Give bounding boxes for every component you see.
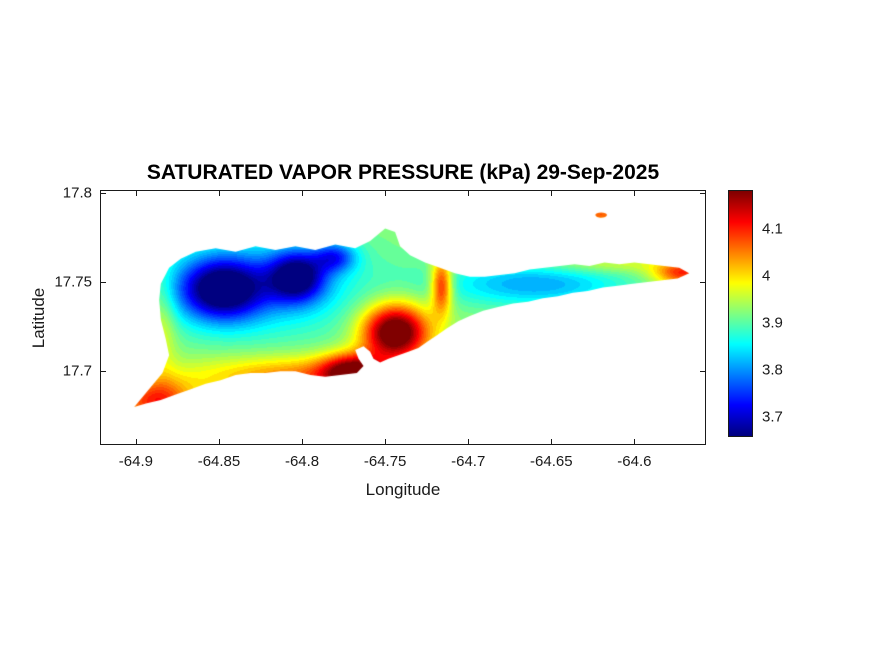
x-tick-mark bbox=[634, 191, 636, 196]
y-tick-mark bbox=[101, 192, 106, 194]
x-tick-label: -64.85 bbox=[197, 453, 241, 470]
colorbar-gradient-canvas bbox=[729, 191, 752, 436]
x-tick-mark bbox=[551, 439, 553, 444]
x-tick-mark bbox=[135, 191, 137, 196]
x-tick-label: -64.6 bbox=[617, 453, 652, 470]
colorbar-tick-label: 4 bbox=[762, 267, 771, 285]
x-tick-mark bbox=[218, 439, 220, 444]
x-tick-mark bbox=[385, 191, 387, 196]
colorbar-tick-label: 3.7 bbox=[762, 408, 783, 426]
y-tick-mark bbox=[101, 282, 106, 284]
x-tick-mark bbox=[634, 439, 636, 444]
x-tick-label: -64.9 bbox=[118, 453, 153, 470]
chart-title: SATURATED VAPOR PRESSURE (kPa) 29-Sep-20… bbox=[146, 161, 660, 184]
y-tick-label: 17.8 bbox=[62, 184, 92, 202]
x-tick-mark bbox=[302, 439, 304, 444]
colorbar-tick-label: 4.1 bbox=[762, 220, 783, 238]
x-tick-mark bbox=[551, 191, 553, 196]
x-tick-mark bbox=[468, 439, 470, 444]
y-tick-mark bbox=[700, 371, 705, 373]
heatmap-canvas bbox=[101, 191, 705, 444]
y-tick-label: 17.7 bbox=[62, 362, 92, 380]
x-tick-label: -64.65 bbox=[530, 453, 573, 470]
plot-area bbox=[100, 190, 706, 445]
colorbar-tick-label: 3.8 bbox=[762, 361, 783, 379]
x-tick-label: -64.7 bbox=[451, 453, 486, 470]
x-tick-mark bbox=[135, 439, 137, 444]
x-tick-mark bbox=[302, 191, 304, 196]
y-tick-label: 17.75 bbox=[54, 273, 92, 291]
y-tick-mark bbox=[101, 371, 106, 373]
x-tick-mark bbox=[218, 191, 220, 196]
x-tick-label: -64.8 bbox=[284, 453, 320, 470]
x-axis-label: Longitude bbox=[365, 480, 441, 499]
x-tick-label: -64.75 bbox=[363, 453, 407, 470]
x-tick-mark bbox=[385, 439, 387, 444]
colorbar-tick-label: 3.9 bbox=[762, 314, 783, 332]
y-axis-label: Latitude bbox=[29, 287, 48, 349]
colorbar bbox=[728, 190, 753, 437]
x-tick-mark bbox=[468, 191, 470, 196]
y-tick-mark bbox=[700, 282, 705, 284]
y-tick-mark bbox=[700, 192, 705, 194]
